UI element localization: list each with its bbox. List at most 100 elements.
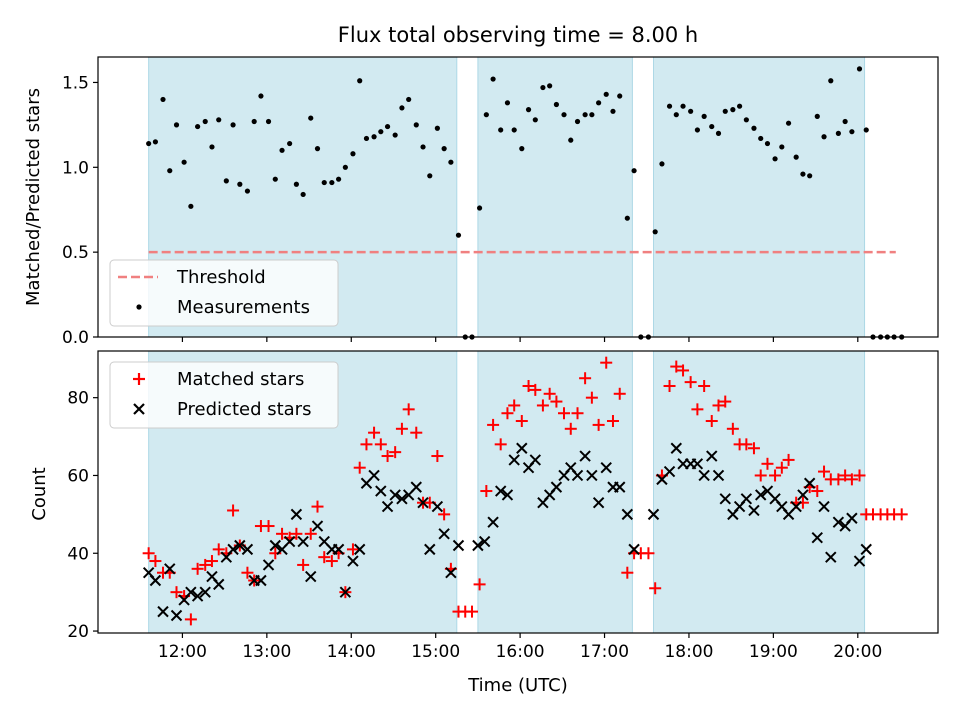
matched-star-point xyxy=(698,380,711,393)
legend-matched-label: Matched stars xyxy=(177,369,304,390)
x-tick-label: 17:00 xyxy=(580,642,629,662)
measurement-point xyxy=(785,120,792,126)
predicted-star-point xyxy=(825,551,837,563)
measurement-point xyxy=(666,103,673,109)
top-y-tick-label: 1.5 xyxy=(62,73,89,93)
measurement-point xyxy=(455,232,462,238)
predicted-star-point xyxy=(860,543,872,556)
predicted-star-point xyxy=(516,442,528,454)
predicted-star-point xyxy=(755,489,767,501)
matched-star-point xyxy=(184,613,197,626)
matched-star-point xyxy=(205,555,218,568)
predicted-star-point xyxy=(614,481,626,493)
matched-star-point xyxy=(170,586,183,599)
matched-star-point xyxy=(529,383,542,396)
matched-star-point xyxy=(585,391,598,404)
measurement-point xyxy=(308,115,314,121)
predicted-star-point xyxy=(853,555,866,567)
predicted-star-point xyxy=(199,586,211,598)
measurement-point xyxy=(842,118,848,125)
measurement-point xyxy=(173,122,180,128)
predicted-star-point xyxy=(472,539,484,552)
measurement-point xyxy=(764,140,771,147)
matched-star-point xyxy=(318,551,331,564)
measurement-point xyxy=(279,147,285,153)
measurement-point xyxy=(709,123,715,130)
measurement-point xyxy=(336,176,342,182)
measurement-point xyxy=(371,134,377,140)
predicted-star-point xyxy=(628,543,640,556)
matched-star-point xyxy=(212,543,225,556)
matched-star-point xyxy=(353,461,366,474)
measurement-point xyxy=(582,112,588,118)
measurement-point xyxy=(314,146,321,152)
matched-star-point xyxy=(754,469,767,482)
matched-star-point xyxy=(769,469,782,482)
predicted-star-point xyxy=(529,454,542,466)
matched-star-point xyxy=(515,415,528,428)
top-y-tick-label: 0.5 xyxy=(62,243,89,263)
measurement-point xyxy=(195,123,201,130)
predicted-star-point xyxy=(191,590,204,602)
x-tick-label: 19:00 xyxy=(749,642,798,662)
bottom-y-ticks: 20 40 60 80 xyxy=(67,389,98,642)
predicted-star-point xyxy=(417,496,429,509)
measurement-point xyxy=(188,203,194,209)
predicted-star-point xyxy=(790,500,802,513)
x-axis-label: Time (UTC) xyxy=(467,675,568,696)
measurement-point xyxy=(160,96,166,103)
predicted-star-point xyxy=(234,539,246,552)
predicted-star-point xyxy=(748,504,760,517)
measurement-point xyxy=(835,130,841,136)
measurement-point xyxy=(504,100,511,106)
matched-star-point xyxy=(811,485,824,498)
predicted-star-points xyxy=(142,442,872,622)
matched-star-point xyxy=(691,403,704,416)
matched-star-point xyxy=(684,376,697,389)
measurement-point xyxy=(434,125,440,131)
measurement-point xyxy=(146,140,152,147)
measurement-point xyxy=(532,117,538,123)
top-legend: Threshold Measurements xyxy=(109,259,339,327)
measurement-point xyxy=(216,117,222,123)
matched-star-point xyxy=(262,520,275,533)
measurement-point xyxy=(610,108,616,114)
matched-star-point xyxy=(740,438,753,451)
measurement-point xyxy=(779,144,785,150)
measurement-point xyxy=(688,108,694,114)
measurement-point xyxy=(652,229,658,235)
measurement-point xyxy=(265,118,272,125)
predicted-star-point xyxy=(332,543,345,556)
measurement-point xyxy=(498,127,504,133)
bottom-legend: Matched stars Predicted stars xyxy=(109,361,339,429)
matched-star-point xyxy=(621,566,634,579)
matched-star-point xyxy=(304,527,317,540)
measurement-point xyxy=(490,76,496,82)
matched-star-point xyxy=(839,469,852,482)
predicted-star-point xyxy=(487,516,499,528)
matched-star-point xyxy=(747,442,760,455)
predicted-star-point xyxy=(381,500,394,513)
matched-star-point xyxy=(410,426,423,439)
matched-star-point xyxy=(613,387,626,400)
x-tick-label: 20:00 xyxy=(833,642,882,662)
matched-star-point xyxy=(818,465,831,478)
measurement-point xyxy=(441,146,447,152)
matched-star-point xyxy=(381,450,394,463)
top-y-ticks: 0.0 0.5 1.0 1.5 xyxy=(62,73,98,348)
predicted-star-point xyxy=(290,508,303,521)
top-axes-frame xyxy=(97,56,939,338)
predicted-star-point xyxy=(508,454,520,466)
measurement-point xyxy=(659,161,665,167)
measurement-point xyxy=(568,137,574,143)
matched-star-point xyxy=(346,543,359,556)
bottom-y-tick-label: 60 xyxy=(67,466,89,486)
predicted-star-point xyxy=(431,500,444,513)
predicted-star-point xyxy=(149,574,162,587)
matched-star-point xyxy=(508,399,521,412)
measurement-point xyxy=(800,171,806,177)
predicted-star-point xyxy=(157,605,169,618)
predicted-star-point xyxy=(410,481,422,493)
bottom-y-tick-label: 80 xyxy=(67,389,89,409)
